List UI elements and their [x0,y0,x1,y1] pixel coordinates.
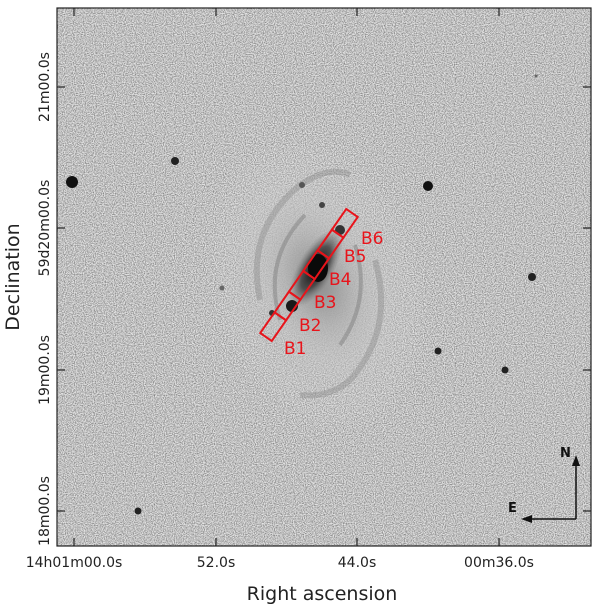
slit-box-label: B6 [361,229,383,249]
slit-box-label: B2 [299,316,321,336]
y-tick-label: 18m00.0s [37,476,53,546]
compass-east-label: E [508,501,517,516]
slit-box-label: B1 [284,339,306,359]
x-tick-label: 00m36.0s [464,555,534,571]
x-ticks [73,8,500,546]
x-axis-label: Right ascension [247,583,398,605]
x-tick-label: 44.0s [338,555,376,571]
y-tick-label: 19m00.0s [37,335,53,405]
x-tick-label: 52.0s [197,555,235,571]
compass-north-label: N [560,446,571,461]
slit-box-label: B3 [314,293,336,313]
y-axis-label: Declination [2,223,24,330]
slit-box-label: B5 [344,247,366,267]
slit-box-label: B4 [329,270,351,290]
y-tick-label: 59d20m00.0s [37,180,53,277]
compass: N E [508,446,580,523]
image-frame [56,7,592,547]
y-tick-label: 21m00.0s [37,52,53,122]
x-tick-label: 14h01m00.0s [26,555,123,571]
field-stars [66,74,538,515]
y-ticks [57,86,591,512]
slit-box [330,207,360,240]
